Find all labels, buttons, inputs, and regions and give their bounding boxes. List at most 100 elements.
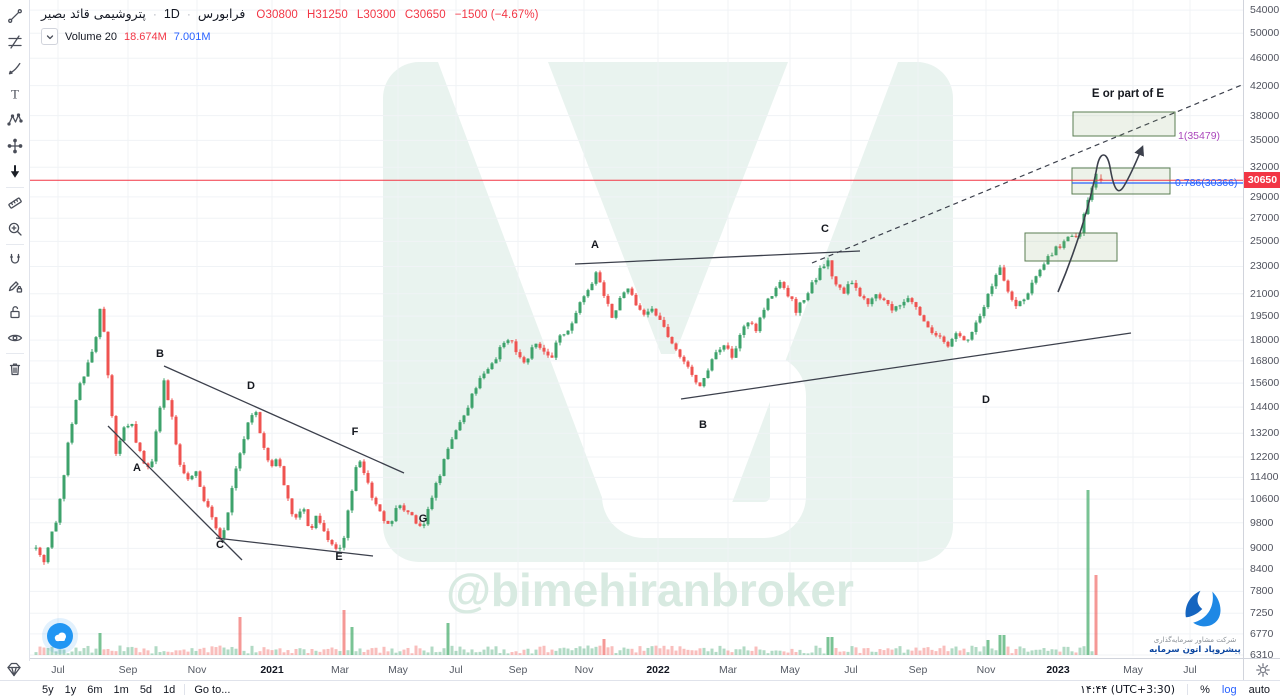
range-button-6m[interactable]: 6m [87,683,103,696]
broker-flame-icon [1185,590,1221,627]
price-tick-label: 12200 [1250,450,1280,463]
separator-dot: · [186,7,191,21]
time-axis[interactable]: Jul Sep Nov 2021 Mar May Jul Sep Nov 2022 Mar May Ju… [0,658,1280,681]
percent-scale-button[interactable]: % [1200,683,1210,696]
svg-text:A: A [591,239,599,251]
price-tick-label: 42000 [1250,79,1280,92]
range-button-5d[interactable]: 5d [139,683,153,696]
trend-line-tool[interactable] [2,3,28,29]
price-tick-label: 16800 [1250,354,1280,367]
time-tick-label: 2022 [646,664,670,676]
zoom-in-tool[interactable] [2,216,28,242]
price-tick-label: 9000 [1250,542,1274,555]
time-tick-label: Mar [330,664,350,676]
time-tick-label: Jul [1183,664,1197,676]
svg-text:E or part of E: E or part of E [1092,88,1165,100]
svg-text:G: G [419,513,428,525]
svg-text:1(35479): 1(35479) [1178,130,1220,142]
price-tick-label: 9800 [1250,516,1274,529]
drawing-pencil-lock-tool[interactable] [2,273,28,299]
text-tool[interactable]: T [2,81,28,107]
price-tick-label: 35000 [1250,134,1280,147]
svg-text:D: D [982,394,990,406]
goto-date-button[interactable]: Go to... [194,683,231,696]
svg-text:B: B [699,419,707,431]
svg-text:@bimehiranbroker: @bimehiranbroker [446,564,854,616]
price-tick-label: 19500 [1250,310,1280,323]
price-tick-label: 14400 [1250,401,1280,414]
broker-name-line1: شرکت مشاور سرمایه‌گذاری [1153,636,1237,644]
range-buttons: 5y 1y 6m 1m 5d 1d [42,684,175,696]
ruler-tool[interactable] [2,190,28,216]
last-price-label: 30650 [1244,172,1280,189]
price-tick-label: 7800 [1250,585,1274,598]
price-tick-label: 29000 [1250,190,1280,203]
price-tick-label: 10600 [1250,493,1280,506]
price-tick-label: 18000 [1250,334,1280,347]
timeframe-label[interactable]: 1D [163,7,180,21]
time-tick-label: Mar [718,664,738,676]
divider [1187,684,1189,695]
bottom-toolbar: 5y 1y 6m 1m 5d 1d Go to... ۱۴:۴۴ (UTC+3:30) %… [0,680,1280,697]
indicator-name[interactable]: Volume 20 [65,30,117,43]
svg-text:T: T [11,87,19,102]
symbol-title[interactable]: پتروشیمی قائد بصیر [41,6,146,21]
drawing-toolbar: T [0,0,30,661]
volume-series [34,490,1098,655]
time-tick-label: Sep [508,664,528,676]
arrow-mark-down-tool[interactable] [2,159,28,185]
candlestick-series [34,170,1103,565]
exchange-name: فرابورس [197,6,246,21]
range-button-5y[interactable]: 5y [42,683,54,696]
volume-ma-value: 7.001M [173,30,211,43]
price-tick-label: 7250 [1250,607,1274,620]
range-button-1m[interactable]: 1m [113,683,129,696]
cloud-icon [54,632,66,642]
time-tick-label: Nov [574,664,594,676]
change-value: −1500 (−4.67%) [454,9,539,21]
lock-all-drawings-tool[interactable] [2,299,28,325]
svg-text:C: C [216,539,224,551]
price-axis[interactable]: 54000 50000 46000 42000 38000 35000 32000 29000… [1243,0,1280,661]
price-tick-label: 50000 [1250,27,1280,40]
xabcd-pattern-tool[interactable] [2,107,28,133]
time-tick-label: Jul [51,664,65,676]
svg-text:E: E [335,551,342,563]
log-scale-button[interactable]: log [1221,683,1237,696]
time-tick-label: Jul [844,664,858,676]
time-tick-label: May [388,664,408,676]
price-tick-label: 13200 [1250,427,1280,440]
price-tick-label: 21000 [1250,287,1280,300]
range-button-1d[interactable]: 1d [163,683,176,696]
time-tick-label: Nov [976,664,996,676]
price-tick-label: 38000 [1250,109,1280,122]
svg-text:B: B [156,348,164,360]
hide-all-drawings-tool[interactable] [2,325,28,351]
axis-settings[interactable] [1243,659,1280,681]
drawings: B D A F C E G A B C D 1(35479) 0.786(30366) E or part… [30,83,1245,563]
time-tick-label: 2023 [1046,664,1070,676]
remove-all-drawings-tool[interactable] [2,356,28,382]
price-tick-label: 11400 [1250,471,1279,484]
auto-scale-button[interactable]: auto [1248,683,1270,696]
clock[interactable]: ۱۴:۴۴ (UTC+3:30) [1079,683,1176,696]
broker-name-line2: پیشروپاد اتون سرمایه [1149,645,1241,655]
gear-icon [1255,663,1270,677]
range-button-1y[interactable]: 1y [64,683,77,696]
svg-text:F: F [352,426,359,438]
object-tree-icon[interactable] [5,660,24,684]
brush-tool[interactable] [2,55,28,81]
time-tick-label: Sep [118,664,138,676]
divider [184,684,186,695]
idea-bubble[interactable] [47,623,73,649]
fib-retracement-tool[interactable] [2,29,28,55]
magnet-tool[interactable] [2,247,28,273]
forecast-tool[interactable] [2,133,28,159]
background-logo-watermark [383,62,953,562]
chevron-down-icon[interactable] [41,28,58,45]
price-tick-label: 25000 [1250,235,1280,248]
price-tick-label: 15600 [1250,377,1280,390]
chart-canvas[interactable]: @bimehiranbroker B D A F C E G A B C D 1(35479) 0.786… [0,0,1280,658]
price-tick-label: 46000 [1250,52,1280,65]
